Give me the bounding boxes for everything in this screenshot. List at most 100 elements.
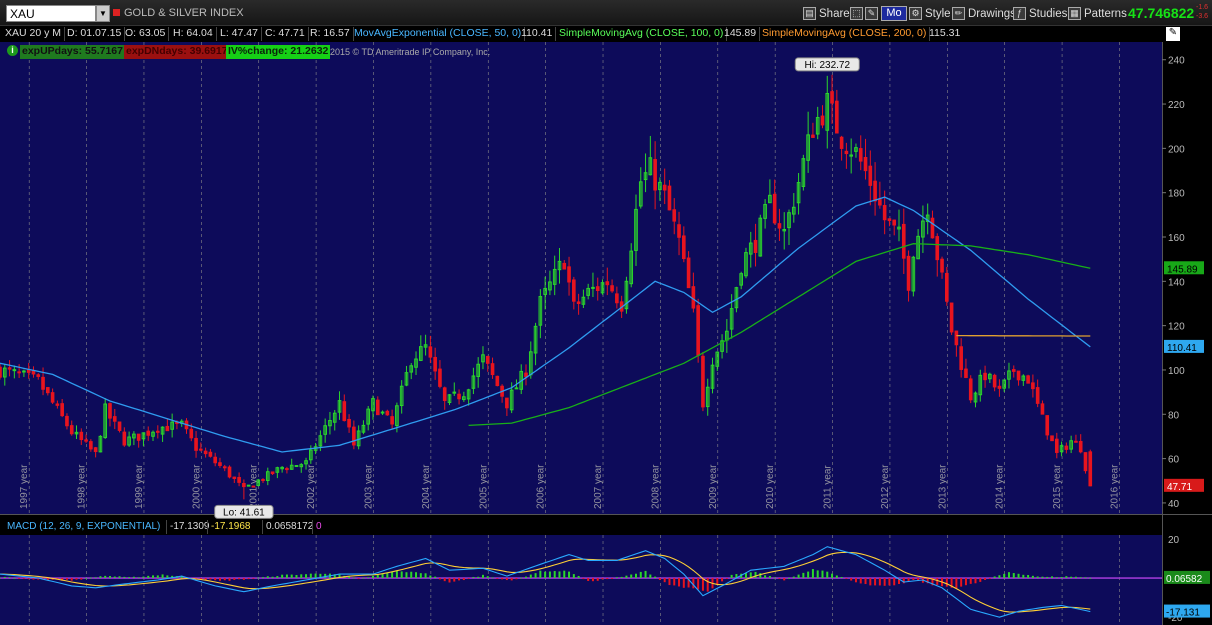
dropdown-arrow-icon[interactable]: ▼ xyxy=(96,5,110,22)
macd-histogram-bar xyxy=(716,578,719,585)
wrench-icon: ✎ xyxy=(865,7,878,20)
candle-up xyxy=(921,220,925,238)
macd-histogram-bar xyxy=(218,578,221,581)
y-tick-label: 80 xyxy=(1168,410,1180,421)
candle-down xyxy=(50,392,55,403)
drawing-tool-icon[interactable]: ✎ xyxy=(1166,27,1180,41)
macd-histogram-bar xyxy=(333,574,336,579)
macd-histogram-bar xyxy=(544,571,547,579)
candle-up xyxy=(481,354,485,363)
price-tag-bg xyxy=(1164,261,1204,275)
candle-up xyxy=(337,400,342,413)
macd-histogram-bar xyxy=(391,572,394,579)
candle-up xyxy=(591,286,595,289)
drawings-button[interactable]: ✏ Drawings xyxy=(952,5,1016,22)
candle-up xyxy=(395,405,399,427)
candle-up xyxy=(371,398,375,412)
macd-histogram-bar xyxy=(764,575,767,579)
cursor-icon: ⬚ xyxy=(850,7,863,20)
symbol-input[interactable]: XAU xyxy=(6,5,96,22)
candle-up xyxy=(299,464,304,468)
candle-down xyxy=(84,439,88,442)
candle-up xyxy=(323,425,327,435)
price-panel xyxy=(0,42,1162,514)
candle-up xyxy=(399,385,404,407)
candle-down xyxy=(839,136,844,149)
candle-down xyxy=(242,482,246,488)
macd-histogram-bar xyxy=(242,578,245,580)
candle-down xyxy=(595,286,600,292)
macd-histogram-bar xyxy=(553,571,556,579)
macd-histogram-bar xyxy=(926,578,929,584)
candle-down xyxy=(36,374,41,377)
x-tick-label: 2010 year xyxy=(765,464,776,509)
candle-down xyxy=(878,199,882,206)
candle-down xyxy=(438,368,442,387)
x-tick-label: 2002 year xyxy=(306,464,317,509)
macd-histogram-bar xyxy=(678,578,681,587)
macd-histogram-bar xyxy=(415,572,418,579)
macd-histogram-bar xyxy=(639,571,642,579)
bar-date: D: 01.07.15 xyxy=(64,27,126,41)
share-button[interactable]: ▤ Share xyxy=(803,5,850,22)
macd-histogram-bar xyxy=(644,570,647,579)
cursor-tool-button[interactable]: ⬚ xyxy=(850,5,863,22)
macd-histogram-bar xyxy=(587,578,590,581)
candle-up xyxy=(265,471,270,482)
candle-up xyxy=(256,479,261,487)
macd-histogram-bar xyxy=(118,576,121,579)
macd-histogram-bar xyxy=(199,578,202,580)
macd-histogram-bar xyxy=(658,578,661,580)
x-tick-label: 2003 year xyxy=(363,464,374,509)
candle-down xyxy=(844,150,849,155)
macd-histogram-bar xyxy=(979,578,982,582)
style-button[interactable]: ⚙ Style xyxy=(909,5,951,22)
candle-up xyxy=(246,484,251,487)
period-button[interactable]: Mo xyxy=(881,6,907,21)
macd-histogram-bar xyxy=(874,578,877,586)
macd-histogram-bar xyxy=(180,576,183,579)
macd-histogram-bar xyxy=(367,577,370,579)
ema50-label[interactable]: MovAvgExponential (CLOSE, 50, 0) xyxy=(351,27,526,41)
candle-down xyxy=(835,100,839,134)
candle-down xyxy=(662,184,667,191)
macd-histogram-bar xyxy=(687,578,690,588)
sma200-label[interactable]: SimpleMovingAvg (CLOSE, 200, 0) xyxy=(759,27,931,41)
studies-button[interactable]: ƒ Studies xyxy=(1013,5,1067,22)
candle-down xyxy=(0,366,2,378)
candle-up xyxy=(796,182,801,204)
macd-histogram-bar xyxy=(104,575,107,579)
macd-histogram-bar xyxy=(1036,576,1039,579)
macd-histogram-bar xyxy=(668,578,671,586)
macd-study-label[interactable]: MACD (12, 26, 9, EXPONENTIAL) xyxy=(7,521,161,532)
candle-down xyxy=(892,219,897,226)
settings-button[interactable]: ✎ xyxy=(865,5,878,22)
macd-histogram-bar xyxy=(835,575,838,579)
candle-down xyxy=(385,410,390,416)
candle-up xyxy=(634,208,638,251)
index-name: GOLD & SILVER INDEX xyxy=(124,7,244,19)
sma100-value: 145.89 xyxy=(721,27,761,41)
macd-histogram-bar xyxy=(410,571,413,579)
style-label: Style xyxy=(925,7,951,20)
candle-down xyxy=(667,185,672,211)
macd-histogram-bar xyxy=(1046,576,1049,579)
info-icon[interactable]: i xyxy=(7,45,18,56)
macd-histogram-bar xyxy=(993,576,996,579)
macd-histogram-bar xyxy=(305,574,308,579)
candle-down xyxy=(347,418,351,428)
macd-histogram-bar xyxy=(558,571,561,579)
macd-histogram-bar xyxy=(1055,577,1058,579)
candle-down xyxy=(203,450,208,455)
candle-up xyxy=(782,229,787,232)
x-tick-label: 1998 year xyxy=(77,464,88,509)
macd-histogram-bar xyxy=(816,570,819,579)
sma100-label[interactable]: SimpleMovingAvg (CLOSE, 100, 0) xyxy=(556,27,728,41)
macd-histogram-bar xyxy=(984,578,987,580)
patterns-button[interactable]: ▦ Patterns xyxy=(1068,5,1127,22)
share-icon: ▤ xyxy=(803,7,816,20)
candle-up xyxy=(763,204,767,219)
candle-up xyxy=(643,172,648,181)
macd-histogram-bar xyxy=(352,577,355,579)
